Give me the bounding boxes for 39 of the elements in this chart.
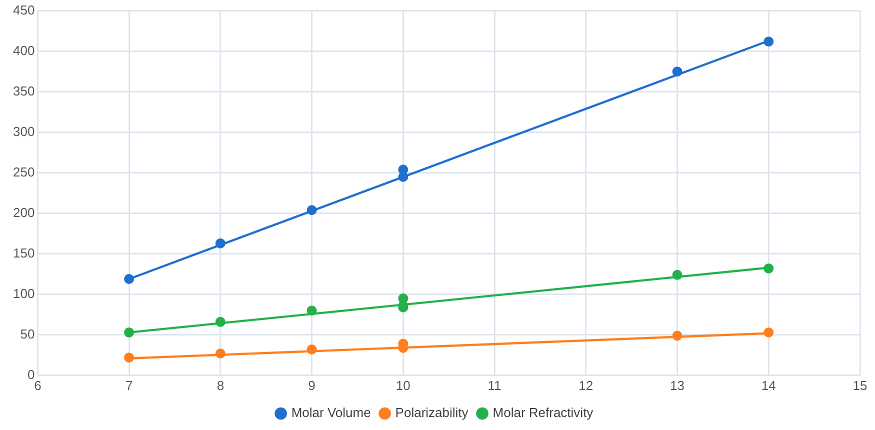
point — [672, 270, 682, 280]
point — [764, 263, 774, 274]
x-tick-label: 15 — [852, 378, 868, 393]
x-tick-label: 7 — [125, 378, 133, 393]
y-tick-label: 450 — [12, 2, 35, 18]
point — [124, 274, 134, 284]
point — [215, 348, 226, 359]
x-tick-label: 6 — [34, 378, 42, 393]
point — [306, 344, 317, 354]
y-tick-label: 250 — [12, 164, 35, 180]
x-tick-label: 11 — [488, 378, 502, 393]
legend-label: Molar Volume — [291, 405, 371, 420]
point — [764, 36, 774, 47]
x-tick-label: 13 — [670, 378, 684, 393]
x-tick-label: 14 — [761, 378, 776, 393]
point — [306, 205, 317, 216]
point — [672, 66, 682, 77]
x-tick-label: 12 — [578, 378, 594, 393]
point — [215, 238, 226, 248]
point — [124, 352, 134, 363]
y-tick-label: 150 — [12, 245, 35, 260]
x-tick-label: 9 — [308, 378, 316, 393]
legend-label: Polarizability — [395, 405, 469, 420]
point — [764, 327, 774, 338]
y-tick-label: 350 — [12, 83, 35, 98]
y-tick-label: 300 — [12, 124, 35, 139]
x-tick-label: 8 — [216, 378, 224, 393]
point — [215, 316, 226, 327]
point — [306, 306, 317, 316]
legend-label: Molar Refractivity — [492, 405, 594, 420]
y-tick-label: 400 — [12, 42, 35, 58]
point — [398, 172, 408, 182]
y-tick-label: 0 — [27, 366, 35, 382]
y-tick-label: 100 — [12, 286, 35, 301]
point — [672, 330, 682, 341]
y-tick-label: 200 — [12, 204, 35, 220]
y-tick-label: 50 — [20, 326, 35, 342]
point — [124, 327, 134, 338]
x-tick-label: 10 — [396, 378, 410, 393]
